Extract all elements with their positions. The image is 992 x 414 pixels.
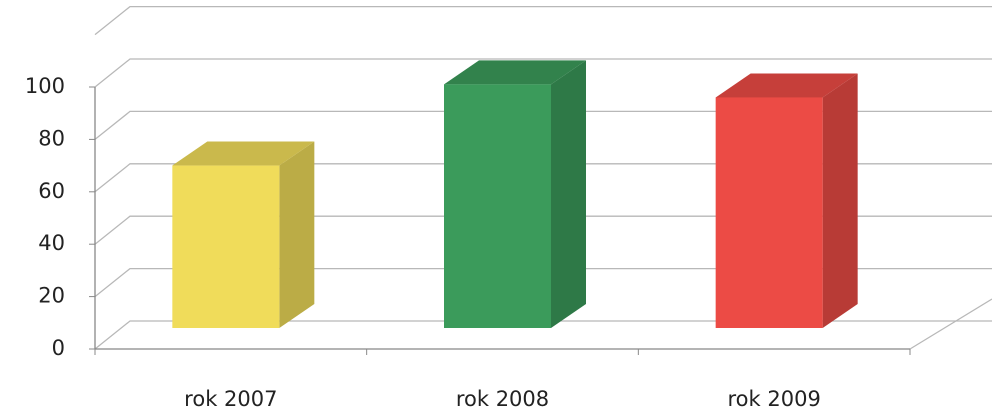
- bar-side: [822, 73, 858, 328]
- bar-top: [444, 60, 586, 85]
- x-tick-label: rok 2009: [728, 387, 821, 411]
- bar: [172, 165, 280, 328]
- bar-side: [551, 60, 586, 329]
- y-tick-label: 40: [38, 231, 65, 255]
- bar-top: [715, 73, 858, 98]
- wall-edge: [94, 5, 992, 36]
- y-tick-label: 80: [38, 126, 65, 150]
- grid-line: [94, 215, 992, 245]
- bar-top: [172, 141, 315, 166]
- y-tick-label: 100: [25, 74, 65, 98]
- grid-line: [94, 163, 992, 193]
- grid-line: [94, 58, 992, 88]
- floor-edge: [909, 298, 992, 350]
- bar: [444, 84, 551, 328]
- grid-line: [94, 320, 992, 350]
- grid-line: [94, 267, 992, 298]
- bar-side: [279, 141, 315, 328]
- y-tick-label: 60: [38, 179, 65, 203]
- y-tick-label: 20: [38, 284, 65, 308]
- grid-line: [94, 110, 992, 140]
- bar: [715, 97, 823, 328]
- x-tick-label: rok 2007: [184, 387, 277, 411]
- x-tick-label: rok 2008: [456, 387, 549, 411]
- y-tick-label: 0: [52, 336, 65, 360]
